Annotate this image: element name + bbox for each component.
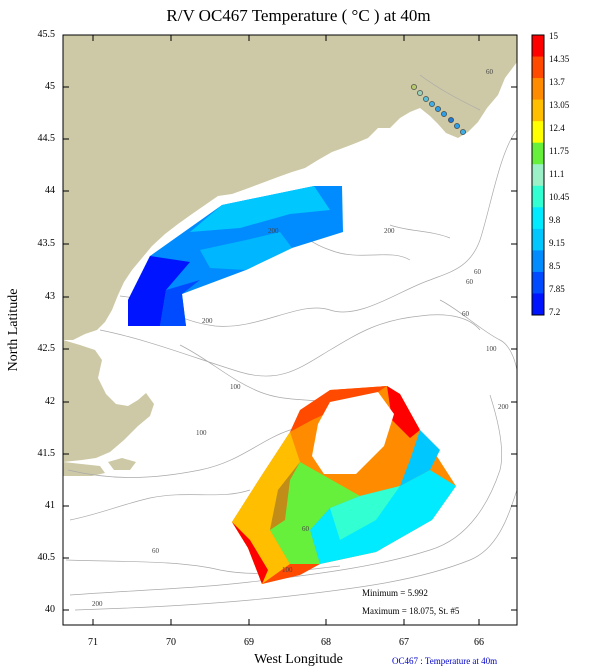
x-tick-label: 68 xyxy=(321,637,331,648)
colorbar-label: 13.7 xyxy=(549,77,565,87)
x-tick-label: 69 xyxy=(244,637,254,648)
colorbar-label: 8.5 xyxy=(549,261,561,271)
y-tick-label: 42 xyxy=(45,396,55,407)
y-tick-label: 40 xyxy=(45,604,55,615)
y-tick-label: 42.5 xyxy=(37,343,56,354)
contour-label: 100 xyxy=(486,345,497,353)
contour-label: 100 xyxy=(230,383,241,391)
stats-maximum: Maximum = 18.075, St. #5 xyxy=(362,606,460,616)
y-tick-label: 43.5 xyxy=(37,238,56,249)
colorbar-label: 14.35 xyxy=(549,54,570,64)
colorbar-swatch xyxy=(532,99,544,122)
colorbar-swatch xyxy=(532,164,544,187)
colorbar-swatch xyxy=(532,271,544,294)
land-islands xyxy=(63,462,105,476)
colorbar-swatch xyxy=(532,185,544,208)
colorbar xyxy=(532,35,544,316)
stats-minimum: Minimum = 5.992 xyxy=(362,588,428,598)
colorbar-label: 10.45 xyxy=(549,192,570,202)
y-axis-title: North Latitude xyxy=(6,288,21,372)
colorbar-swatch xyxy=(532,293,544,316)
y-tick-label: 45 xyxy=(45,81,55,92)
y-tick-label: 40.5 xyxy=(37,552,56,563)
figure-footer: OC467 : Temperature at 40m xyxy=(392,656,498,666)
colorbar-label: 13.05 xyxy=(549,100,570,110)
colorbar-swatch xyxy=(532,250,544,273)
colorbar-swatch xyxy=(532,56,544,79)
land-cape-cod xyxy=(63,340,154,462)
station-markers xyxy=(411,84,466,135)
contour-label: 100 xyxy=(196,429,207,437)
y-tick-label: 41 xyxy=(45,500,55,511)
contour-label: 60 xyxy=(474,268,482,276)
y-tick-label: 44 xyxy=(45,185,55,196)
temperature-patch-georges-bank xyxy=(232,386,456,584)
y-tick-label: 45.5 xyxy=(37,29,56,40)
axis-ticks xyxy=(63,34,517,625)
x-tick-label: 71 xyxy=(88,637,98,648)
colorbar-swatch xyxy=(532,142,544,165)
colorbar-frame xyxy=(531,34,545,316)
colorbar-label: 9.15 xyxy=(549,238,565,248)
colorbar-label: 7.2 xyxy=(549,307,561,317)
contour-label: 200 xyxy=(202,317,213,325)
contour-label: 60 xyxy=(152,547,160,555)
contour-label: 200 xyxy=(268,227,279,235)
colorbar-label: 7.85 xyxy=(549,284,565,294)
x-tick-label: 66 xyxy=(474,637,484,648)
contour-label: 60 xyxy=(302,525,310,533)
colorbar-swatch xyxy=(532,78,544,101)
y-tick-label: 41.5 xyxy=(37,448,56,459)
contour-label-group: 60 60 60 200 200 200 100 100 100 60 60 2… xyxy=(92,68,509,608)
y-tick-label: 44.5 xyxy=(37,133,56,144)
contour-label: 200 xyxy=(384,227,395,235)
contour-label: 200 xyxy=(498,403,509,411)
colorbar-swatch xyxy=(532,207,544,230)
map-title: R/V OC467 Temperature ( °C ) at 40m xyxy=(166,6,431,25)
land-maine-nova-scotia xyxy=(63,35,517,340)
x-axis-title: West Longitude xyxy=(254,652,343,667)
contour-label: 60 xyxy=(466,278,474,286)
contour-label: 200 xyxy=(92,600,103,608)
land-nantucket xyxy=(108,458,136,470)
colorbar-label: 11.75 xyxy=(549,146,569,156)
y-tick-label: 43 xyxy=(45,291,55,302)
contour-label: 60 xyxy=(486,68,494,76)
plot-frame xyxy=(62,34,518,626)
colorbar-swatch xyxy=(532,121,544,144)
temperature-patch-gulf-of-maine xyxy=(128,186,343,326)
x-tick-label: 70 xyxy=(166,637,176,648)
colorbar-label: 12.4 xyxy=(549,123,565,133)
colorbar-swatch xyxy=(532,228,544,251)
x-tick-label: 67 xyxy=(399,637,409,648)
colorbar-label: 15 xyxy=(549,31,558,41)
colorbar-label: 11.1 xyxy=(549,169,565,179)
colorbar-swatch xyxy=(532,35,544,58)
colorbar-label: 9.8 xyxy=(549,215,561,225)
contour-label: 60 xyxy=(462,310,470,318)
contour-label: 100 xyxy=(282,566,293,574)
